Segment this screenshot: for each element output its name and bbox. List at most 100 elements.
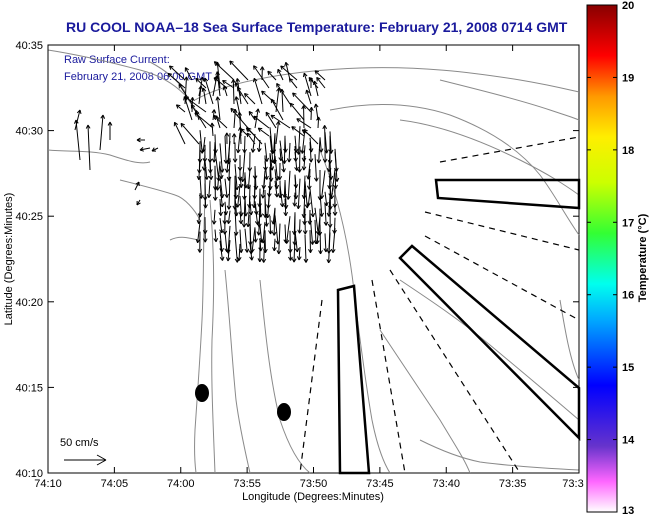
current-vector xyxy=(223,85,228,90)
current-vector xyxy=(286,158,290,163)
current-vector xyxy=(266,157,270,162)
current-vector xyxy=(255,238,258,243)
current-vector xyxy=(267,71,270,76)
current-vector xyxy=(184,96,207,113)
current-vector xyxy=(271,231,275,236)
current-vector xyxy=(209,162,212,180)
current-vector xyxy=(271,98,276,102)
current-vector xyxy=(273,231,277,236)
current-vector xyxy=(239,127,242,145)
current-vector xyxy=(220,211,224,216)
current-vector xyxy=(194,112,197,117)
current-vector xyxy=(308,77,311,82)
current-vector xyxy=(222,194,225,199)
current-vector xyxy=(255,108,259,113)
current-vector xyxy=(256,231,260,236)
current-vector xyxy=(243,135,246,153)
current-vector xyxy=(303,175,306,199)
current-vector xyxy=(326,249,330,254)
current-vector xyxy=(322,158,326,163)
current-vector xyxy=(279,140,285,173)
current-vector xyxy=(226,141,231,173)
current-vector xyxy=(222,80,225,85)
current-vector xyxy=(224,194,228,198)
current-vector xyxy=(283,212,287,217)
current-vector xyxy=(322,125,326,130)
current-vector xyxy=(288,142,291,163)
current-vector xyxy=(203,155,206,171)
current-vector xyxy=(234,164,238,190)
current-vector xyxy=(326,212,330,217)
current-vector xyxy=(224,136,227,164)
current-vector xyxy=(224,201,227,216)
y-axis-label: Latitude (Degrees:Minutes) xyxy=(3,193,15,326)
current-vector xyxy=(294,202,298,207)
current-vector xyxy=(320,148,324,153)
current-vector xyxy=(199,176,202,199)
current-vector xyxy=(202,87,207,92)
current-vector xyxy=(332,203,336,208)
current-vector xyxy=(234,196,238,217)
current-vector xyxy=(295,184,299,189)
current-vector xyxy=(201,148,204,153)
current-vector xyxy=(265,248,268,253)
current-vector xyxy=(292,92,297,95)
current-vector xyxy=(222,86,225,91)
current-vector xyxy=(228,205,232,210)
current-vector xyxy=(259,258,263,263)
y-tick-label: 40:15 xyxy=(15,382,43,394)
current-vector xyxy=(303,73,312,97)
current-vector xyxy=(269,185,273,190)
current-vector xyxy=(240,128,243,133)
current-vector xyxy=(240,212,244,217)
current-vector xyxy=(306,89,310,94)
current-vector xyxy=(183,76,187,81)
current-vector xyxy=(277,176,281,181)
current-vector xyxy=(253,78,263,105)
current-vector xyxy=(183,96,193,121)
current-vector xyxy=(291,258,295,263)
current-vector xyxy=(204,160,208,180)
current-vector xyxy=(284,224,287,244)
current-vector xyxy=(167,72,173,75)
current-vector xyxy=(318,159,322,164)
current-vector xyxy=(282,202,285,208)
current-vector xyxy=(234,258,238,263)
x-tick-label: 73:45 xyxy=(366,478,394,490)
current-vector xyxy=(296,248,300,253)
current-vector xyxy=(222,256,225,261)
current-vector xyxy=(211,109,215,114)
current-vector xyxy=(262,221,266,244)
nj-coast xyxy=(194,199,206,474)
current-vector xyxy=(248,110,254,114)
current-vector xyxy=(204,77,209,82)
current-vector xyxy=(243,172,246,200)
current-vector xyxy=(215,237,219,243)
current-vector xyxy=(303,129,306,134)
current-vector xyxy=(283,135,286,164)
current-vector xyxy=(294,174,297,199)
current-vector xyxy=(222,220,226,225)
current-vector xyxy=(308,168,311,190)
current-vector xyxy=(273,135,276,164)
current-vector xyxy=(295,195,299,200)
current-vector xyxy=(310,248,313,253)
current-vector xyxy=(234,96,237,101)
current-vector xyxy=(134,181,140,191)
current-vector xyxy=(237,203,241,208)
current-vector xyxy=(215,71,218,76)
current-vector xyxy=(296,150,299,155)
current-vector xyxy=(238,111,242,116)
current-vector xyxy=(303,188,306,218)
current-vector xyxy=(235,96,240,100)
current-vector xyxy=(258,148,262,153)
current-vector xyxy=(151,147,155,152)
current-vector xyxy=(209,122,213,127)
current-vector xyxy=(226,219,229,224)
current-vector xyxy=(315,103,319,108)
current-vector xyxy=(219,218,223,233)
current-vector xyxy=(247,127,252,130)
current-vector xyxy=(310,213,314,218)
current-vector xyxy=(280,65,298,81)
